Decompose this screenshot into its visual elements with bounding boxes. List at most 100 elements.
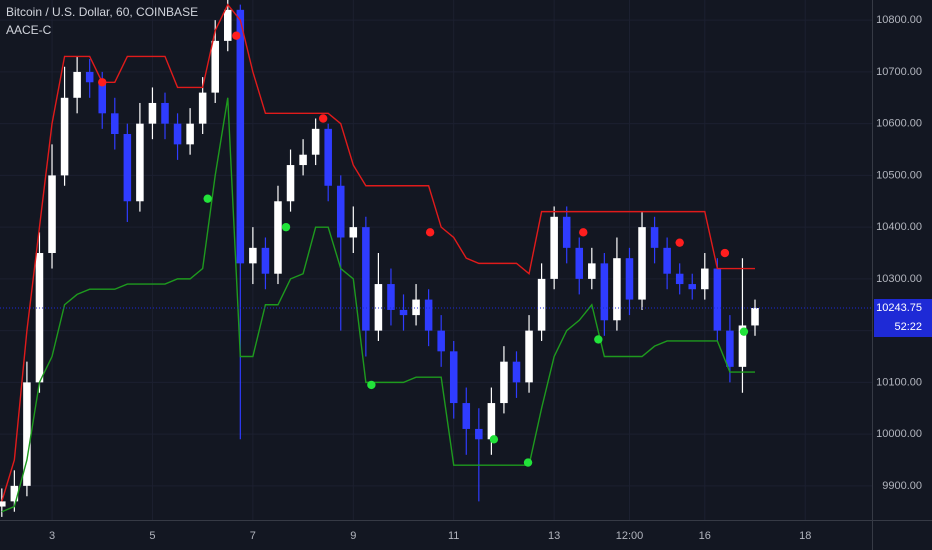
countdown-label: 52:22 [894,321,922,333]
signal-dot [318,114,328,123]
candle-body [73,71,81,98]
candle-body [713,268,722,331]
candle-body [123,134,132,202]
signal-dot [579,228,588,237]
candle-body [613,258,621,321]
candle-body [424,299,433,331]
candle-body [663,247,671,274]
x-tick-label: 5 [149,530,155,542]
signal-dot [489,435,499,444]
y-tick-label: 10600.00 [876,118,922,130]
candle-body [726,330,734,367]
candle-body [462,403,471,429]
last-price-label: 10243.75 [876,302,922,314]
x-tick-label: 9 [350,530,356,542]
signal-dot [739,327,749,336]
candle-body [324,128,332,186]
candle-body [751,307,759,326]
signal-dot [232,31,241,40]
candle-body [198,92,207,124]
candle-body [638,227,646,300]
candle-body [374,284,383,331]
y-tick-label: 10100.00 [876,376,922,388]
candle-body [111,113,119,135]
candle-body [336,185,345,238]
signal-dot [425,228,435,237]
candle-body [249,247,257,264]
y-tick-label: 10800.00 [876,14,922,26]
candle-body [437,330,445,352]
indicator-name: AACE-C [6,23,52,37]
signal-dot [367,380,376,390]
candle-body [10,485,19,502]
x-tick-label: 18 [799,530,811,542]
candle-body [399,309,408,316]
candle-body [161,102,169,124]
candle-body [286,165,295,202]
candle-body [575,247,584,279]
candle-body [412,299,420,316]
candle-body [261,247,270,274]
candle-body [738,325,747,367]
signal-dot [281,222,291,232]
candle-body [299,154,307,166]
candle-body [48,175,56,254]
signal-dot [523,458,533,467]
candle-body [224,9,232,41]
candle-body [600,263,609,321]
candle-body [525,330,533,383]
candle-body [387,284,395,310]
candle-body [85,71,94,83]
plot-area [0,0,872,520]
x-tick-label: 3 [49,530,55,542]
y-tick-label: 10700.00 [876,66,922,78]
candle-body [274,201,282,274]
candle-body [550,216,558,279]
signal-dot [594,335,603,344]
candle-body [701,268,709,290]
candle-body [362,227,370,331]
candle-body [675,273,684,285]
candle-body [98,82,106,114]
candle-body [148,102,157,124]
candle-body [136,123,144,202]
candle-body [23,382,31,486]
candle-body [512,361,521,383]
signal-dot [203,194,212,203]
candle-body [311,128,320,155]
candle-body [349,227,358,238]
candle-body [650,227,659,248]
x-tick-label: 16 [699,530,711,542]
candle-body [186,123,194,145]
candle-body [537,278,546,331]
last-price-box [874,298,932,337]
x-tick-label: 12:00 [616,530,644,542]
candle-body [500,361,508,404]
y-tick-label: 10400.00 [876,221,922,233]
y-tick-label: 10500.00 [876,169,922,181]
candle-body [35,253,44,383]
candle-body [475,428,483,440]
candle-body [625,258,634,300]
candle-body [173,123,182,145]
candle-body [0,501,6,507]
indicator-line [1,97,756,513]
indicator-line [1,3,756,502]
candle-body [60,97,69,176]
signal-dot [98,78,107,87]
x-tick-label: 11 [448,530,459,542]
signal-dot [675,238,684,247]
x-tick-label: 7 [250,530,256,542]
candle-body [588,263,596,279]
candle-body [487,403,496,440]
y-tick-label: 10300.00 [876,273,922,285]
y-tick-label: 10000.00 [876,428,922,440]
candle-body [449,351,458,404]
chart-title: Bitcoin / U.S. Dollar, 60, COINBASE [6,5,198,19]
y-tick-label: 9900.00 [882,480,922,492]
candle-body [211,40,219,93]
signal-dot [720,248,730,258]
candle-body [562,216,571,248]
